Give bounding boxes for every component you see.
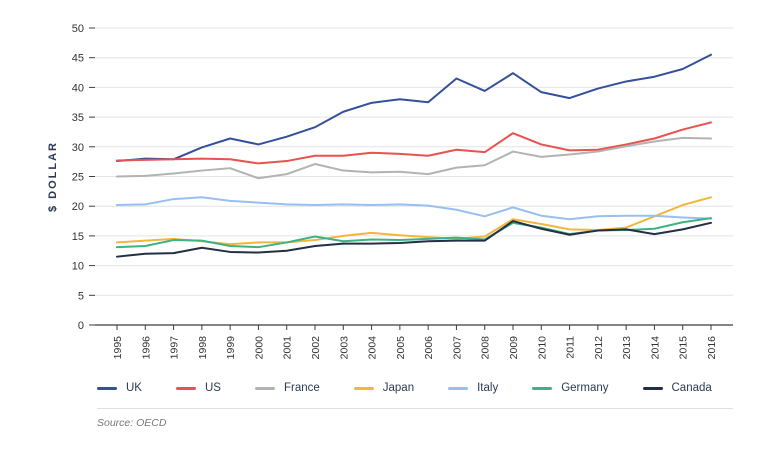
x-axis-year-label: 1998: [197, 336, 209, 360]
x-axis-year-label: 2010: [536, 336, 548, 360]
line-chart: 0 5 10 15 20 25 30 35 40 45 50 1995 1996 1997 1998 1999…: [47, 23, 733, 360]
series-line-us: [116, 121, 712, 165]
legend-label: Germany: [561, 382, 609, 394]
x-axis-year-label: 1997: [169, 336, 181, 360]
x-axis-year-label: 1995: [112, 336, 124, 360]
y-axis-tick-label: 45: [72, 53, 84, 65]
x-axis-year-label: 2005: [395, 336, 407, 360]
series-line-uk: [116, 53, 712, 163]
x-axis-year-label: 2006: [423, 336, 435, 360]
legend-item-france: France: [254, 382, 320, 394]
series-line-italy: [116, 196, 712, 221]
x-axis-year-label: 2001: [282, 336, 294, 360]
legend-label: Canada: [671, 382, 712, 394]
legend-dash-icon: [254, 386, 275, 390]
y-axis-tick-label: 0: [78, 320, 84, 332]
x-axis-year-label: 2004: [367, 336, 379, 360]
legend-dash-icon: [532, 386, 553, 390]
y-axis-tick-label: 50: [72, 23, 84, 35]
legend-dash-icon: [353, 386, 374, 390]
y-axis-tick-label: 25: [72, 172, 84, 184]
legend-label: Japan: [382, 382, 415, 394]
x-axis-year-label: 2008: [480, 336, 492, 360]
x-axis-year-label: 2016: [706, 336, 718, 360]
x-axis-year-label: 2012: [593, 336, 605, 360]
legend-label: UK: [126, 382, 142, 394]
x-axis-year-label: 2007: [451, 336, 463, 360]
x-axis-year-label: 1996: [140, 336, 152, 360]
y-axis-tick-label: 35: [72, 112, 84, 124]
legend-dash-icon: [448, 386, 469, 390]
x-axis-year-label: 2013: [621, 336, 633, 360]
x-axis-year-label: 2003: [338, 336, 350, 360]
x-axis-year-label: 2009: [508, 336, 520, 360]
x-axis-year-label: 2000: [253, 336, 265, 360]
legend-item-italy: Italy: [448, 382, 498, 394]
y-axis-tick-label: 30: [72, 142, 84, 154]
x-axis-year-label: 2014: [649, 336, 661, 360]
x-axis-year-label: 1999: [225, 336, 237, 360]
series-line-canada: [116, 220, 712, 258]
legend-item-us: US: [175, 382, 221, 394]
x-axis-year-label: 2011: [565, 336, 577, 359]
legend-dash-icon: [175, 386, 196, 390]
legend-label: US: [204, 382, 221, 394]
x-axis-year-label: 2002: [310, 336, 322, 360]
legend-dash-icon: [642, 386, 663, 390]
series-line-france: [116, 136, 712, 180]
y-axis-tick-label: 20: [72, 201, 84, 213]
legend-item-canada: Canada: [642, 382, 712, 394]
legend-label: France: [283, 382, 320, 394]
legend-item-uk: UK: [97, 382, 142, 394]
legend: UK US France Japan Italy Germany Canada: [97, 382, 761, 394]
y-axis-tick-label: 10: [72, 261, 84, 273]
y-axis-tick-label: 40: [72, 82, 84, 94]
legend-dash-icon: [97, 386, 117, 390]
legend-item-germany: Germany: [532, 382, 609, 394]
x-axis-year-label: 2015: [678, 336, 690, 360]
y-axis-tick-label: 15: [72, 231, 84, 243]
legend-label: Italy: [477, 382, 499, 394]
legend-item-japan: Japan: [353, 382, 415, 394]
source-note: Source: OECD: [97, 408, 733, 429]
y-axis-tick-label: 5: [78, 290, 84, 302]
y-axis-title: $ DOLLAR: [47, 141, 59, 212]
